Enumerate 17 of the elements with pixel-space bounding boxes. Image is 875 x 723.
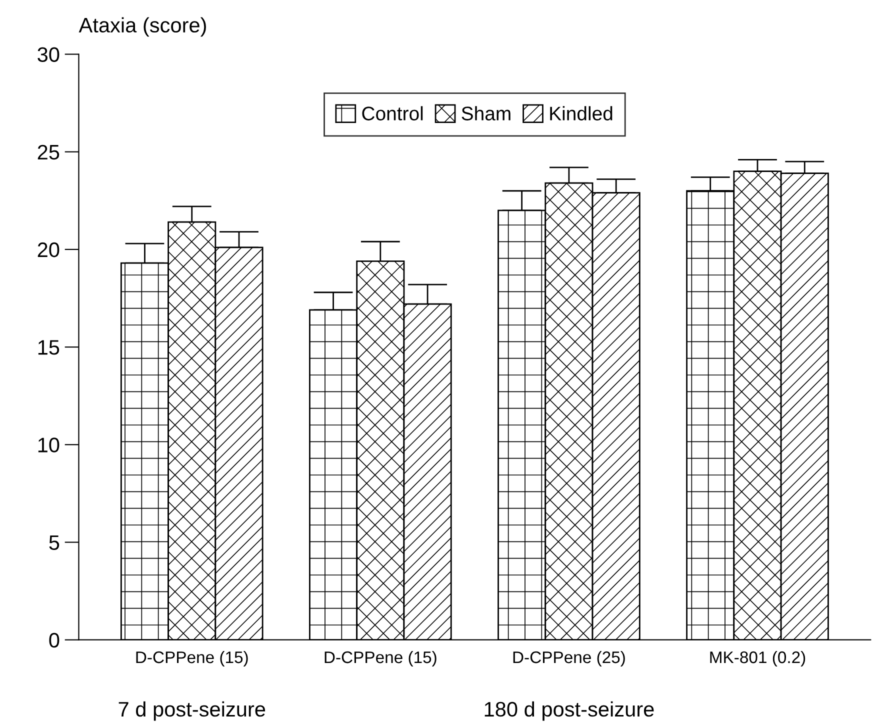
text: 180 d post-seizure xyxy=(484,701,654,721)
x-tick-label: D-CPPene (25) xyxy=(513,650,625,666)
legend-label: Sham xyxy=(462,106,510,120)
y-tick-label: 15 xyxy=(38,340,60,355)
legend-label: Control xyxy=(362,106,423,120)
x-tick-label: MK-801 (0.2) xyxy=(710,650,806,666)
text: 7 d post-seizure xyxy=(118,701,266,721)
x-tick-label: D-CPPene (15) xyxy=(136,650,248,666)
x-tick-label: D-CPPene (15) xyxy=(324,650,436,666)
y-tick-label: 0 xyxy=(49,632,60,648)
y-axis-title: Ataxia (score) xyxy=(78,17,206,37)
y-tick-label: 5 xyxy=(49,535,60,550)
legend-label: Kindled xyxy=(550,106,612,120)
y-tick-label: 10 xyxy=(38,438,60,452)
y-tick-label: 25 xyxy=(38,144,60,160)
y-tick-label: 20 xyxy=(38,242,60,258)
y-tick-label: 30 xyxy=(38,47,60,62)
